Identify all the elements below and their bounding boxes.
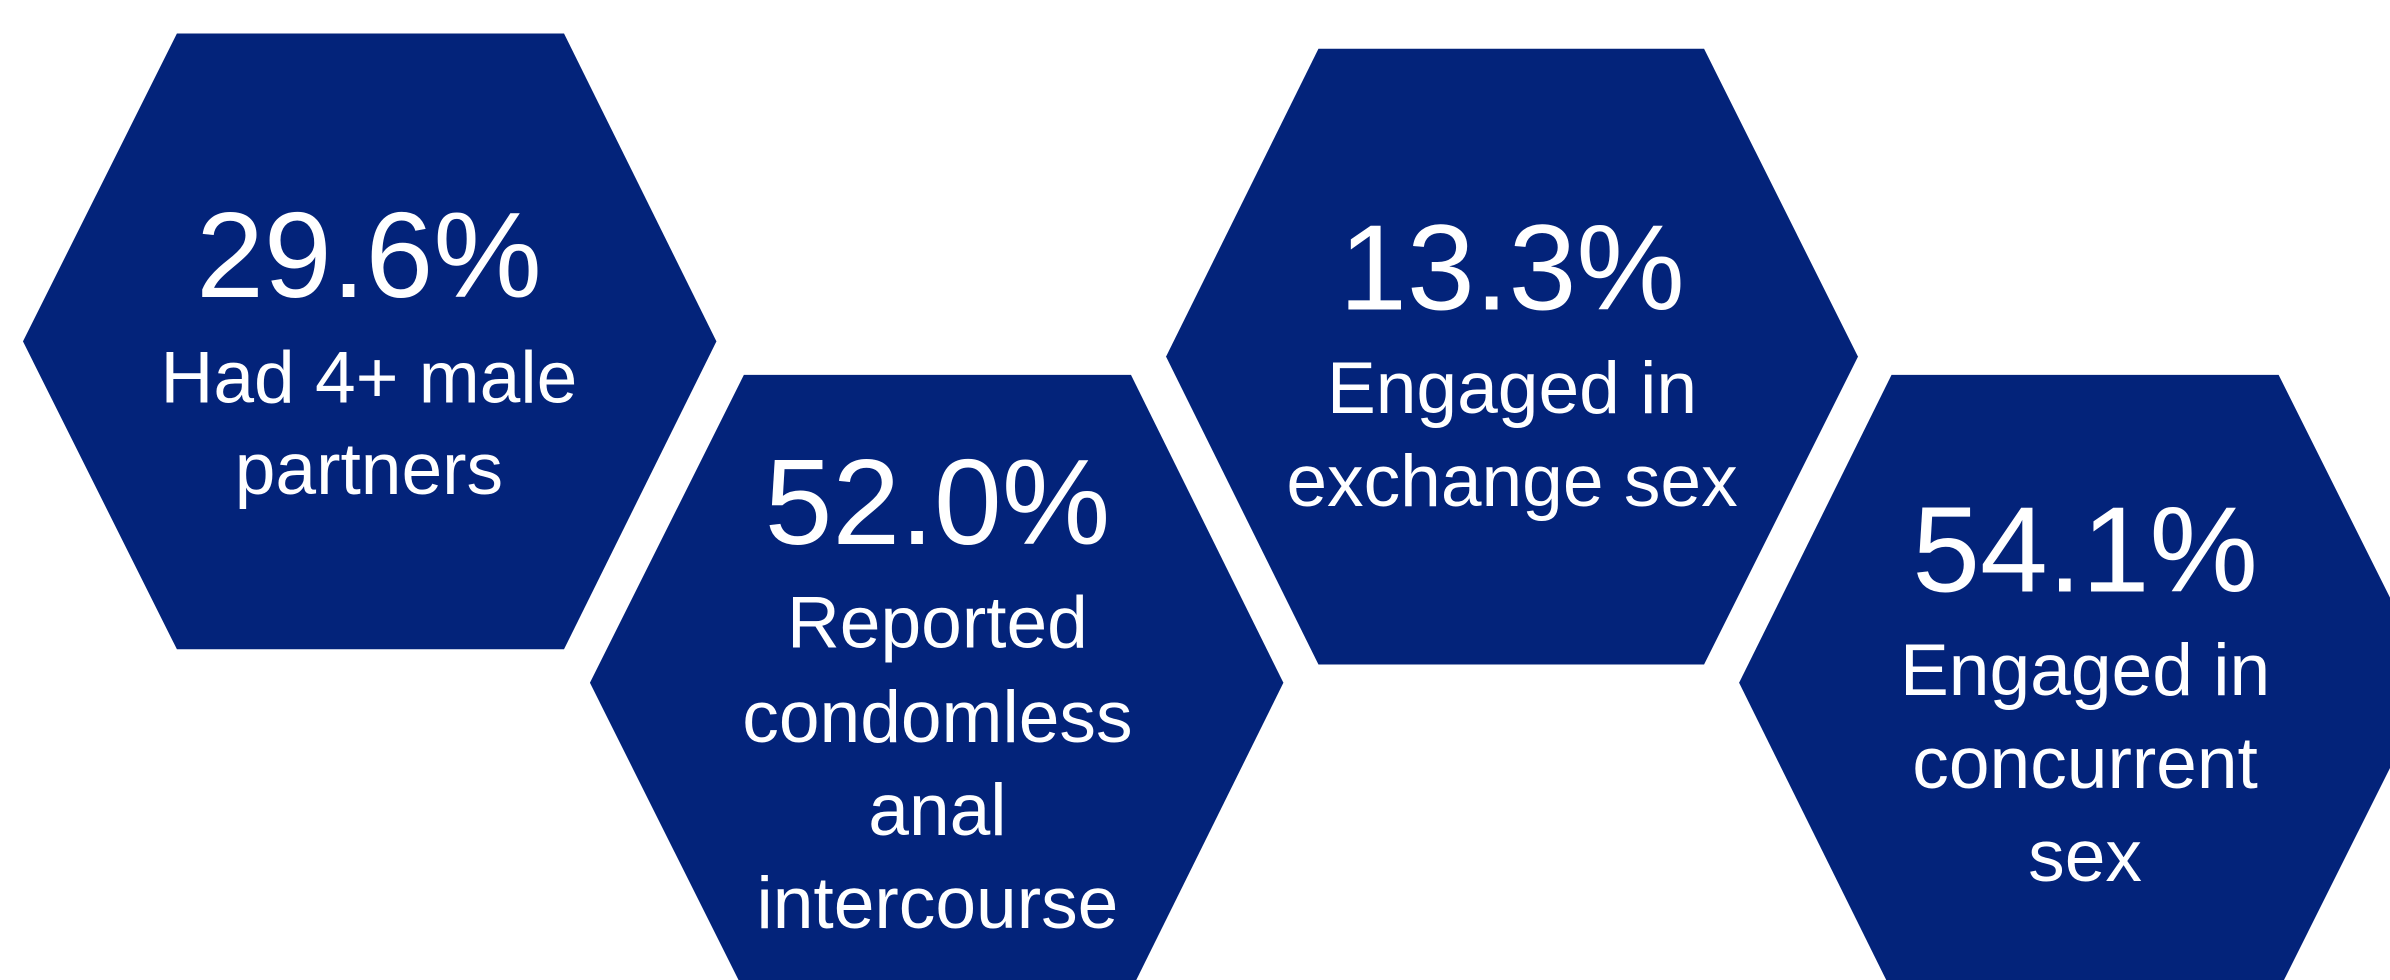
stat-label: Engaged in bbox=[1327, 347, 1697, 429]
stat-label: condomless bbox=[742, 676, 1132, 758]
stat-label: concurrent bbox=[1912, 722, 2258, 804]
stat-label: Had 4+ male bbox=[161, 336, 578, 418]
stat-label: anal bbox=[868, 769, 1006, 851]
stat-hexagon: 13.3% Engaged in exchange sex bbox=[1166, 48, 1858, 665]
stat-value: 52.0% bbox=[765, 434, 1111, 570]
stat-label: Engaged in bbox=[1900, 629, 2270, 711]
stat-label: partners bbox=[235, 428, 503, 510]
stat-value: 29.6% bbox=[196, 187, 542, 323]
stat-label: sex bbox=[2028, 815, 2142, 897]
hexagon bbox=[589, 374, 1284, 980]
hexagon bbox=[1166, 48, 1858, 665]
stat-label: exchange sex bbox=[1286, 440, 1737, 522]
stat-label: intercourse bbox=[757, 862, 1119, 944]
stat-value: 13.3% bbox=[1339, 199, 1685, 335]
stat-hexagon: 54.1% Engaged in concurrent sex bbox=[1739, 374, 2390, 980]
hexagon bbox=[1739, 374, 2390, 980]
stat-hexagon: 52.0% Reported condomless anal intercour… bbox=[589, 374, 1284, 980]
stat-hexagon: 29.6% Had 4+ male partners bbox=[22, 33, 717, 650]
hexagon bbox=[22, 33, 717, 650]
stat-label: Reported bbox=[787, 582, 1088, 664]
stat-value: 54.1% bbox=[1912, 481, 2258, 617]
